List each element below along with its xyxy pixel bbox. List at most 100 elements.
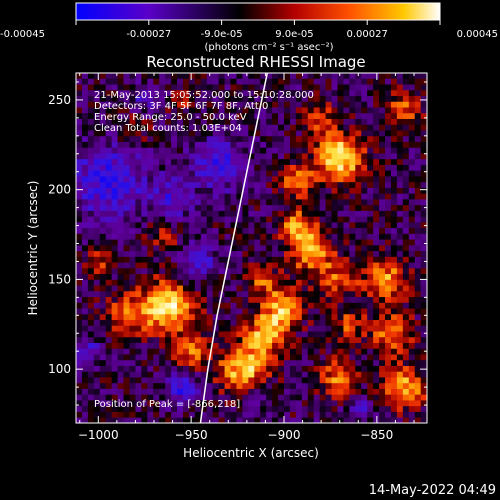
heatmap-cell [420,210,427,217]
heatmap-cell [343,204,350,211]
heatmap-cell [390,400,398,407]
heatmap-cell [218,193,225,200]
heatmap-cell [188,285,196,292]
heatmap-cell [307,244,315,252]
heatmap-cell [289,388,297,395]
heatmap-cell [99,359,107,366]
heatmap-cell [182,118,190,125]
heatmap-cell [379,262,386,269]
heatmap-cell [236,158,243,165]
heatmap-cell [301,279,309,286]
heatmap-cell [402,359,410,366]
heatmap-cell [325,394,332,401]
heatmap-cell [307,227,315,234]
heatmap-cell [248,285,255,292]
heatmap-cell [81,84,89,91]
heatmap-cell [260,84,267,91]
heatmap-cell [224,199,231,206]
heatmap-cell [200,244,208,252]
heatmap-cell [289,73,297,79]
heatmap-cell [266,164,273,171]
heatmap-cell [414,308,422,315]
heatmap-cell [307,153,315,160]
heatmap-cell [76,285,83,292]
heatmap-cell [194,84,202,91]
heatmap-cell [349,193,356,200]
heatmap-cell [230,118,237,125]
heatmap-cell [105,290,113,298]
heatmap-cell [200,400,208,407]
heatmap-cell [385,411,392,418]
heatmap-cell [206,124,214,131]
heatmap-cell [337,135,344,142]
heatmap-cell [76,405,83,412]
heatmap-cell [248,153,255,160]
heatmap-cell [367,354,374,361]
heatmap-cell [123,135,130,142]
heatmap-cell [141,193,148,200]
heatmap-cell [254,279,261,286]
heatmap-cell [390,130,398,137]
heatmap-cell [331,101,338,108]
heatmap-cell [278,359,285,366]
heatmap-cell [408,199,416,206]
heatmap-cell [414,273,422,280]
heatmap-cell [236,233,243,240]
heatmap-cell [99,210,107,217]
heatmap-cell [188,308,196,315]
heatmap-cell [319,308,326,315]
heatmap-cell [260,308,267,315]
heatmap-cell [87,164,95,171]
heatmap-cell [254,84,261,91]
heatmap-cell [361,107,368,114]
heatmap-cell [343,325,350,332]
heatmap-cell [367,244,374,252]
heatmap-cell [408,135,416,142]
heatmap-cell [105,336,113,343]
heatmap-cell [230,256,237,263]
heatmap-cell [343,313,350,321]
heatmap-cell [194,382,202,389]
heatmap-cell [212,417,220,423]
heatmap-cell [367,405,374,412]
heatmap-cell [396,176,404,183]
heatmap-cell [361,382,368,389]
heatmap-cell [337,95,344,102]
heatmap-cell [230,359,237,366]
heatmap-cell [87,371,95,378]
heatmap-cell [284,290,291,298]
heatmap-cell [284,417,291,423]
heatmap-cell [272,285,279,292]
heatmap-cell [182,107,190,114]
heatmap-cell [331,325,338,332]
heatmap-cell [230,296,237,303]
heatmap-cell [141,153,148,160]
heatmap-cell [260,302,267,309]
heatmap-cell [278,262,285,269]
heatmap-cell [87,325,95,332]
heatmap-cell [408,405,416,412]
heatmap-cell [200,227,208,234]
heatmap-cell [319,164,326,171]
heatmap-cell [289,216,297,223]
heatmap-cell [171,388,178,395]
heatmap-cell [390,394,398,401]
heatmap-cell [420,382,427,389]
heatmap-cell [93,319,101,326]
heatmap-cell [426,204,427,211]
heatmap-cell [313,73,321,79]
heatmap-cell [390,118,398,125]
heatmap-cell [93,388,101,395]
heatmap-cell [408,359,416,366]
heatmap-cell [212,331,220,338]
heatmap-cell [117,101,124,108]
heatmap-cell [147,204,154,211]
heatmap-cell [319,336,326,343]
heatmap-cell [212,101,220,108]
heatmap-cell [379,73,386,79]
heatmap-cell [218,308,225,315]
heatmap-cell [307,176,315,183]
heatmap-cell [99,342,107,349]
heatmap-cell [325,89,332,97]
heatmap-cell [396,147,404,154]
